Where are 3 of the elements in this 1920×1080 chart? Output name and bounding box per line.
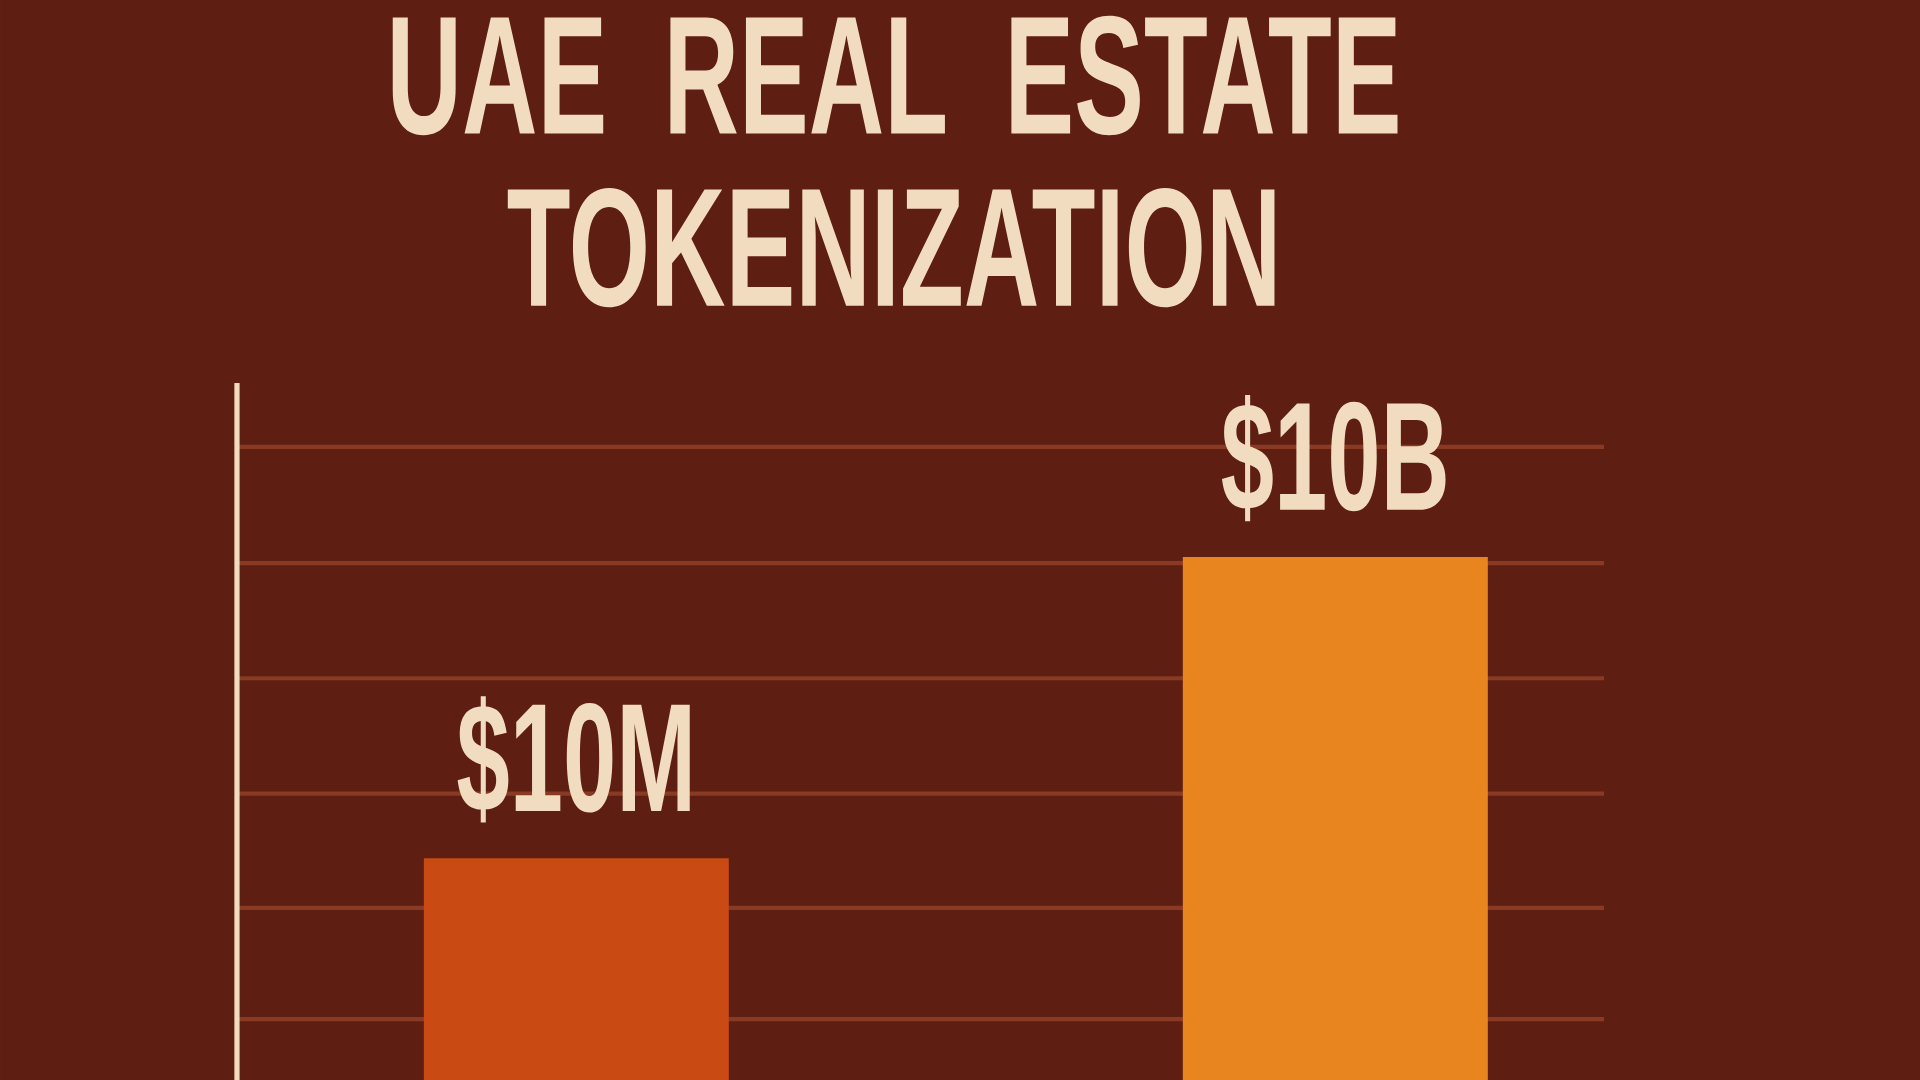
- data-label: $10M: [457, 696, 690, 823]
- data-label: $10B: [1221, 395, 1446, 522]
- chart-title: UAE REAL ESTATE TOKENIZATION: [392, 15, 1398, 308]
